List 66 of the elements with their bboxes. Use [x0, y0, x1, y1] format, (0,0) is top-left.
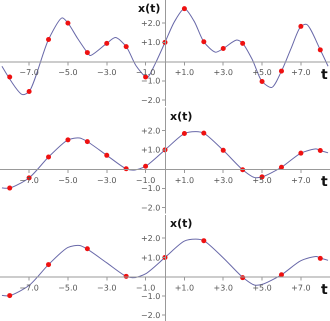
y-axis-title: x(t)	[170, 110, 192, 123]
point	[298, 150, 304, 156]
x-tick-label: +3.0	[214, 283, 233, 292]
point	[84, 139, 90, 144]
x-tick-label: −3.0	[97, 176, 116, 185]
point	[220, 46, 226, 52]
x-tick-label: +3.0	[214, 176, 233, 185]
x-axis-title: t	[321, 174, 328, 190]
point	[143, 164, 148, 169]
y-tick-label: −2.0	[140, 96, 160, 105]
point	[182, 131, 187, 136]
point	[7, 293, 12, 298]
x-tick-label: −5.0	[58, 283, 78, 292]
x-tick-label: +7.0	[291, 283, 311, 292]
x-tick-label: +5.0	[252, 283, 272, 292]
y-tick-label: −2.0	[140, 311, 160, 320]
point	[260, 78, 265, 84]
x-tick-label: −5.0	[58, 68, 78, 78]
point	[201, 39, 206, 44]
point	[65, 20, 70, 26]
point	[318, 47, 323, 52]
x-axis-title: t	[321, 282, 328, 298]
point	[318, 148, 323, 153]
point	[201, 130, 206, 136]
point	[182, 6, 187, 12]
point	[104, 40, 110, 46]
y-tick-label: +1.0	[140, 146, 160, 155]
point	[84, 50, 90, 56]
point	[26, 88, 32, 94]
x-tick-label: +1.0	[174, 176, 194, 185]
x-tick-label: +7.0	[291, 176, 311, 185]
y-tick-label: −1.0	[140, 184, 160, 194]
point	[201, 238, 206, 244]
y-axis-title: x(t)	[170, 217, 192, 230]
y-tick-label: −1.0	[140, 76, 160, 86]
point	[46, 36, 52, 42]
x-tick-label: +1.0	[174, 283, 194, 292]
y-tick-label: −1.0	[140, 292, 160, 301]
y-tick-label: −2.0	[140, 203, 160, 212]
point	[124, 44, 129, 50]
point	[84, 246, 90, 252]
point	[104, 152, 110, 158]
x-tick-label: −3.0	[97, 283, 116, 292]
point	[278, 68, 284, 74]
y-tick-label: +2.0	[140, 126, 160, 136]
point	[7, 186, 12, 191]
point	[65, 137, 70, 142]
point	[298, 24, 304, 29]
x-tick-label: +3.0	[214, 68, 233, 78]
point	[7, 74, 12, 80]
point	[46, 262, 52, 268]
y-tick-label: +2.0	[140, 18, 160, 28]
point	[46, 154, 52, 160]
point	[318, 256, 323, 261]
y-tick-label: +1.0	[140, 38, 160, 48]
y-tick-label: +1.0	[140, 253, 160, 262]
x-tick-label: −3.0	[97, 68, 116, 78]
x-axis-title: t	[321, 67, 328, 83]
x-tick-label: +7.0	[291, 68, 311, 78]
y-axis-title: x(t)	[138, 2, 160, 15]
point	[220, 148, 226, 153]
x-tick-label: +1.0	[174, 68, 194, 78]
point	[240, 40, 246, 46]
x-tick-label: −5.0	[58, 176, 78, 185]
x-tick-label: +5.0	[252, 176, 272, 185]
y-tick-label: +2.0	[140, 234, 160, 243]
